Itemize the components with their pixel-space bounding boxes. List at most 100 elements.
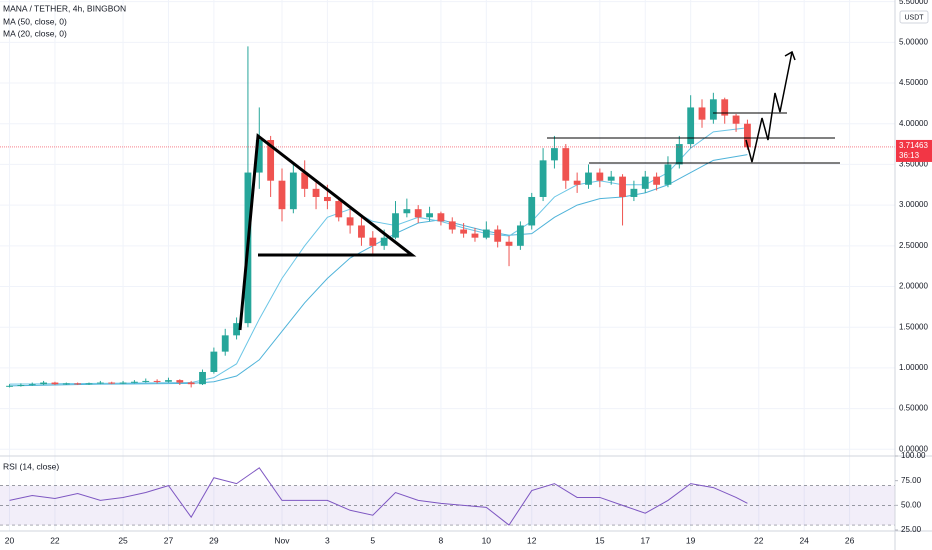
candle-body xyxy=(505,241,513,246)
candle-body xyxy=(119,382,127,384)
candle-body xyxy=(619,176,626,197)
legend-entry: MA (50, close, 0) xyxy=(3,16,67,26)
x-tick-label: 22 xyxy=(754,535,764,545)
unit-label: USDT xyxy=(904,14,924,21)
x-tick-label: 8 xyxy=(439,535,444,545)
candle-body xyxy=(289,172,297,210)
y-tick-label: 2.50000 xyxy=(899,241,928,250)
candle-body xyxy=(323,196,331,202)
candle-body xyxy=(414,209,422,218)
candle-body xyxy=(607,176,615,181)
candle-body xyxy=(551,148,558,161)
candle-body xyxy=(562,148,570,181)
candle-body xyxy=(278,180,286,210)
arrow-head xyxy=(784,50,796,61)
x-tick-label: 29 xyxy=(209,535,219,545)
y-tick-label: 2.00000 xyxy=(899,282,928,291)
candle-body xyxy=(40,382,47,385)
x-tick-label: 17 xyxy=(641,535,651,545)
y-tick-label: 3.50000 xyxy=(899,160,928,169)
candle-body xyxy=(187,382,195,385)
x-tick-label: 5 xyxy=(370,535,375,545)
candle-body xyxy=(6,385,13,387)
projection-arrow xyxy=(745,51,793,163)
x-tick-label: 22 xyxy=(50,535,60,545)
triangle-drawing xyxy=(238,133,417,331)
x-tick-label: 26 xyxy=(845,535,855,545)
x-tick-label: Nov xyxy=(274,535,290,545)
y-tick-label: 3.00000 xyxy=(899,200,928,209)
candle-body xyxy=(85,383,93,385)
candle-body xyxy=(744,123,751,148)
candle-body xyxy=(448,221,456,230)
candle-body xyxy=(516,225,524,246)
x-tick-label: 15 xyxy=(595,535,605,545)
candle-body xyxy=(721,99,729,116)
candle-body xyxy=(732,115,740,124)
candle-body xyxy=(460,229,468,234)
candle-body xyxy=(494,229,502,242)
countdown-label: 36:13 xyxy=(899,151,920,160)
x-tick-label: 3 xyxy=(325,535,330,545)
candle-body xyxy=(630,188,638,197)
y-tick-label: 0.00000 xyxy=(899,444,928,453)
candle-body xyxy=(709,99,717,120)
candle-body xyxy=(675,144,683,165)
candle-body xyxy=(596,172,604,181)
candle-body xyxy=(346,217,354,226)
grid xyxy=(0,0,895,531)
y-tick-label: 50.00 xyxy=(901,500,922,509)
candle-body xyxy=(62,383,70,385)
x-tick-label: 10 xyxy=(482,535,492,545)
drawings xyxy=(238,50,840,331)
candle-body xyxy=(687,107,695,145)
y-tick-label: 4.00000 xyxy=(899,119,928,128)
candle-body xyxy=(528,196,536,226)
candle-body xyxy=(539,160,547,197)
candle-body xyxy=(233,323,240,336)
y-tick-label: 25.00 xyxy=(901,525,922,534)
y-tick-label: 5.00000 xyxy=(899,37,928,46)
candle-body xyxy=(28,384,36,386)
x-tick-label: 20 xyxy=(5,535,15,545)
candle-body xyxy=(641,176,649,189)
y-tick-label: 0.50000 xyxy=(899,404,928,413)
candle-body xyxy=(312,188,320,197)
y-tick-label: 1.50000 xyxy=(899,322,928,331)
x-tick-label: 27 xyxy=(164,535,174,545)
y-tick-label: 75.00 xyxy=(901,476,922,485)
candle-body xyxy=(380,237,388,246)
candle-body xyxy=(426,213,433,218)
candle-body xyxy=(221,335,229,352)
x-tick-label: 24 xyxy=(799,535,809,545)
candle-body xyxy=(96,382,104,384)
candle-body xyxy=(131,381,138,383)
candle-body xyxy=(301,172,309,189)
candle-body xyxy=(153,380,161,382)
x-tick-label: 25 xyxy=(118,535,128,545)
candle-body xyxy=(335,201,343,218)
candle-body xyxy=(255,140,263,173)
y-tick-label: 100.00 xyxy=(901,451,926,460)
candle-body xyxy=(17,385,25,386)
candle-body xyxy=(392,213,399,238)
candle-body xyxy=(267,140,275,181)
candle-body xyxy=(199,371,206,385)
candle-body xyxy=(74,383,82,385)
y-tick-label: 5.50000 xyxy=(899,0,928,6)
candle-body xyxy=(176,380,184,383)
last-price-label: 3.71463 xyxy=(899,141,928,150)
legend-entry: MA (20, close, 0) xyxy=(3,28,67,38)
candle-body xyxy=(142,380,150,382)
candle-body xyxy=(437,213,445,222)
candle-body xyxy=(653,176,661,185)
candle-body xyxy=(369,237,377,246)
candle-body xyxy=(664,164,672,185)
candle-body xyxy=(573,180,581,185)
x-tick-label: 12 xyxy=(527,535,537,545)
y-tick-label: 4.50000 xyxy=(899,78,928,87)
candle-body xyxy=(471,233,479,238)
last-price-tag xyxy=(896,139,932,162)
